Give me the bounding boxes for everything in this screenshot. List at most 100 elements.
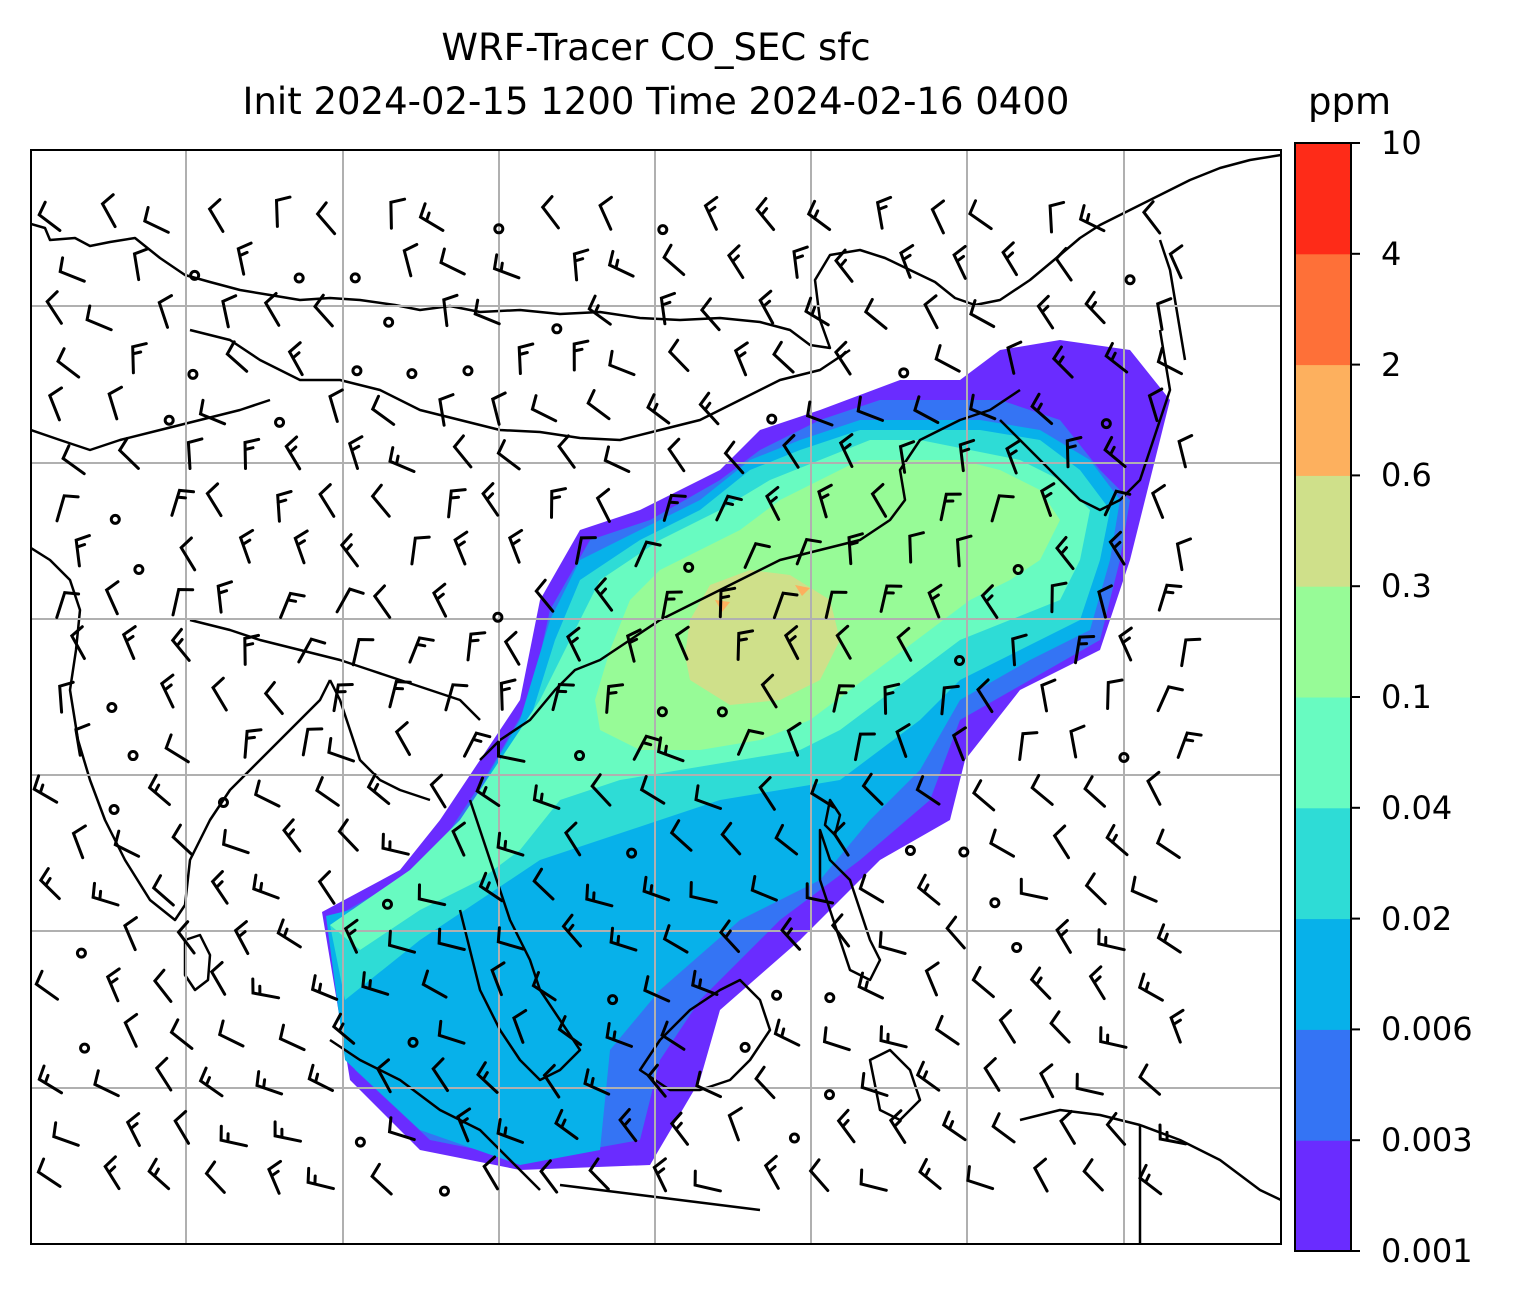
chart-title-line1: WRF-Tracer CO_SEC sfc xyxy=(441,26,871,69)
border-interior-asia-2 xyxy=(31,398,271,452)
wind-barb xyxy=(463,731,492,758)
wind-barb xyxy=(809,778,836,809)
wind-barb xyxy=(318,483,336,518)
wind-barb xyxy=(37,1064,63,1095)
wind-barb xyxy=(1084,290,1106,325)
colorbar-tick-label: 4 xyxy=(1381,234,1402,273)
wind-barb xyxy=(572,248,590,282)
colorbar-segment xyxy=(1295,807,1351,920)
wind-barb xyxy=(1138,1163,1163,1196)
wind-barb xyxy=(755,197,776,231)
wind-barb xyxy=(1029,966,1052,1000)
wind-barb xyxy=(625,628,642,663)
wind-barb xyxy=(971,966,995,999)
wind-barb xyxy=(667,437,686,473)
wind-barb xyxy=(216,580,233,614)
wind-barb xyxy=(923,294,939,330)
calm-wind-marker xyxy=(958,846,970,858)
wind-barb xyxy=(939,492,962,522)
wind-barb xyxy=(737,728,765,756)
wind-barb xyxy=(879,1025,908,1049)
wind-barb xyxy=(337,818,359,852)
wind-barb xyxy=(236,241,253,276)
wind-barb xyxy=(838,433,854,468)
wind-barb xyxy=(104,580,120,616)
wind-barb xyxy=(773,1018,801,1047)
wind-barb xyxy=(652,1157,668,1193)
wind-barb xyxy=(1018,731,1039,761)
calm-wind-marker xyxy=(656,706,668,718)
wind-barb xyxy=(478,871,504,903)
wind-barb xyxy=(805,882,835,905)
wind-barb xyxy=(945,915,966,950)
wind-barb xyxy=(718,919,740,953)
wind-barb xyxy=(1169,1008,1185,1044)
calm-wind-marker xyxy=(189,269,201,281)
wind-barb xyxy=(557,434,576,469)
wind-barb xyxy=(451,821,466,857)
wind-barb xyxy=(278,1023,306,1052)
wind-barb xyxy=(496,831,525,857)
wind-barb xyxy=(924,961,940,997)
wind-barb xyxy=(772,591,799,620)
colorbar-segment xyxy=(1295,475,1351,587)
wind-barb xyxy=(339,533,359,568)
calm-wind-marker xyxy=(716,706,728,718)
wind-barb xyxy=(221,294,238,329)
wind-barb xyxy=(583,1068,611,1096)
wind-barb xyxy=(834,248,854,283)
calm-wind-marker xyxy=(1124,274,1136,286)
wind-barb xyxy=(198,398,227,426)
wind-barb xyxy=(1168,244,1184,280)
wind-barb xyxy=(758,776,776,811)
wind-barb xyxy=(774,823,799,856)
wind-barb xyxy=(878,931,907,955)
wind-barb xyxy=(1048,200,1066,234)
wind-barb xyxy=(783,625,800,660)
calm-wind-marker xyxy=(824,992,836,1004)
wind-barb xyxy=(475,776,501,807)
wind-barb xyxy=(123,916,138,952)
wind-barb xyxy=(952,244,967,280)
coastline-sulawesi xyxy=(868,1048,922,1122)
colorbar-tick-label: 0.006 xyxy=(1381,1010,1473,1049)
wind-barbs xyxy=(32,193,1203,1197)
wind-barb xyxy=(694,784,722,810)
colorbar-frame xyxy=(1294,142,1352,1252)
wind-barb xyxy=(394,721,411,756)
wind-barb xyxy=(822,1026,851,1052)
wind-barb xyxy=(888,1109,907,1144)
wind-barb xyxy=(1055,919,1072,954)
wind-barb xyxy=(1011,633,1028,667)
wind-barb xyxy=(532,867,555,901)
wind-barb xyxy=(444,683,469,712)
wind-barb xyxy=(607,249,635,278)
wind-barb xyxy=(251,977,281,1000)
wind-barb xyxy=(287,341,304,377)
wind-barb xyxy=(198,1066,224,1098)
wind-barb xyxy=(968,199,993,231)
wind-barb xyxy=(1156,685,1184,713)
wind-barb xyxy=(588,1157,610,1191)
wind-barb xyxy=(804,296,830,327)
wind-barb xyxy=(642,875,671,902)
wind-barb xyxy=(496,926,525,951)
wind-barb xyxy=(1074,635,1096,665)
wind-barb xyxy=(243,437,261,470)
wind-barb xyxy=(898,440,916,474)
wind-barb xyxy=(908,531,925,564)
calm-wind-marker xyxy=(574,750,586,762)
wind-barb xyxy=(410,535,431,566)
wind-barb xyxy=(284,435,302,471)
wind-barb xyxy=(969,299,996,328)
calm-wind-marker xyxy=(904,845,916,857)
wind-barb xyxy=(609,926,638,952)
wind-barb xyxy=(693,1169,722,1193)
wind-barb xyxy=(643,975,671,1003)
wind-barb xyxy=(1146,770,1162,806)
wind-barb xyxy=(1103,436,1127,468)
wind-barb xyxy=(186,437,204,470)
wind-barb xyxy=(233,920,250,955)
wind-barb xyxy=(1075,1072,1104,1096)
wind-barb xyxy=(594,577,614,612)
